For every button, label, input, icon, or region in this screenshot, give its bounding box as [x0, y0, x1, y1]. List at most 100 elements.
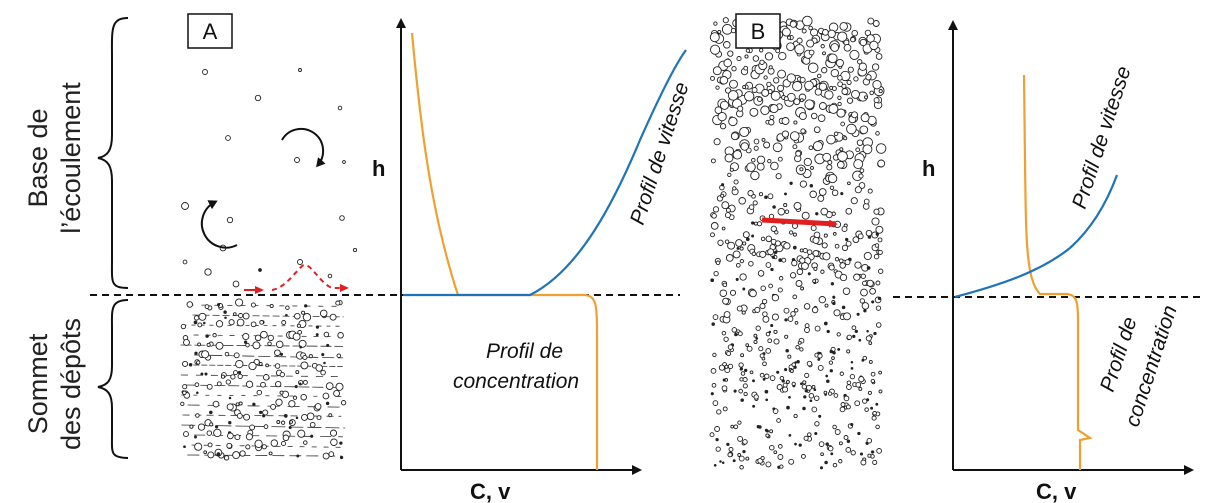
granular-grain — [806, 249, 813, 255]
deposit-grain — [281, 320, 287, 325]
granular-grain — [784, 192, 787, 196]
granular-grain — [715, 85, 720, 90]
granular-grain — [770, 225, 777, 232]
granular-grain — [799, 248, 804, 253]
granular-grain — [870, 450, 875, 454]
granular-grain — [792, 245, 797, 250]
granular-grain — [721, 385, 728, 392]
granular-grain — [808, 393, 815, 399]
granular-grain — [866, 437, 873, 444]
granular-grain — [877, 237, 883, 243]
granular-grain — [875, 424, 880, 430]
granular-grain — [858, 62, 867, 71]
granular-grain — [739, 465, 744, 470]
granular-grain — [785, 380, 790, 384]
suspended-grain — [337, 105, 343, 111]
deposit-grain — [203, 321, 206, 325]
granular-grain — [852, 236, 860, 244]
granular-grain — [784, 209, 790, 214]
granular-grain — [872, 80, 882, 90]
granular-grain — [730, 132, 739, 141]
granular-grain — [740, 398, 744, 402]
granular-grain — [878, 389, 883, 394]
granular-grain — [827, 159, 833, 165]
granular-grain — [823, 390, 828, 395]
lamination-line — [180, 344, 344, 347]
deposit-grain — [196, 391, 199, 395]
granular-grain — [721, 23, 733, 35]
flow-direction-arrow — [761, 217, 838, 228]
granular-grain — [737, 331, 743, 337]
granular-grain — [832, 462, 838, 468]
granular-grain — [800, 453, 806, 459]
granular-grain — [817, 351, 821, 355]
granular-grain — [850, 422, 854, 427]
granular-grain — [799, 180, 808, 188]
granular-grain — [866, 266, 871, 270]
granular-grain — [718, 364, 725, 371]
granular-grain — [789, 272, 797, 279]
granular-grain — [833, 393, 839, 398]
granular-grain — [753, 145, 759, 151]
deposit-grain — [279, 390, 284, 395]
granular-grain — [803, 303, 811, 310]
deposit-grain — [328, 413, 333, 418]
deposit-grain — [186, 301, 194, 308]
granular-grain — [796, 359, 800, 364]
granular-grain — [727, 452, 733, 458]
granular-grain — [793, 201, 802, 210]
suspended-grain — [202, 69, 208, 75]
granular-grain — [745, 237, 750, 242]
granular-grain — [811, 306, 819, 314]
deposit-grain — [260, 381, 266, 388]
granular-grain — [791, 362, 796, 367]
granular-grain — [837, 75, 843, 81]
granular-grain — [739, 246, 744, 251]
granular-grain — [839, 371, 844, 376]
granular-grain — [709, 32, 720, 43]
deposit-grain — [252, 341, 261, 350]
granular-grain — [855, 147, 861, 153]
granular-grain — [858, 182, 866, 189]
granular-grain — [808, 145, 814, 151]
granular-grain — [774, 240, 781, 247]
chart-a-concentration-label-line2: concentration — [453, 370, 579, 393]
deposit-grain — [194, 382, 200, 388]
deposit-grain — [250, 302, 256, 308]
granular-grain — [750, 170, 760, 181]
granular-grain — [875, 232, 879, 236]
granular-grain — [810, 112, 818, 120]
granular-grain — [761, 88, 770, 97]
granular-grain — [751, 234, 755, 238]
deposit-grain — [182, 390, 187, 396]
deposit-grain — [224, 351, 230, 357]
deposit-grain — [239, 450, 246, 457]
deposit-grain — [234, 434, 241, 441]
granular-grain — [812, 236, 820, 244]
granular-grain — [722, 17, 729, 24]
granular-grain — [737, 453, 742, 457]
deposit-grain — [232, 451, 241, 460]
granular-grain — [866, 398, 870, 402]
granular-grain — [801, 211, 810, 220]
granular-grain — [739, 126, 750, 138]
deposit-grain — [270, 439, 279, 447]
granular-grain — [796, 268, 804, 276]
granular-grain — [767, 193, 774, 200]
lamination-line — [180, 374, 346, 378]
granular-grain — [739, 273, 747, 281]
granular-grain — [847, 181, 851, 186]
deposit-grain — [319, 309, 328, 318]
granular-grain — [791, 381, 796, 387]
granular-grain — [769, 104, 779, 114]
granular-grain — [818, 441, 825, 447]
granular-grain — [742, 85, 747, 90]
granular-grain — [868, 341, 873, 345]
granular-grain — [855, 381, 862, 388]
deposit-grain — [295, 370, 300, 375]
granular-grain — [798, 112, 807, 121]
granular-grain — [862, 355, 868, 361]
granular-grain — [830, 68, 839, 78]
granular-grain — [807, 432, 812, 437]
granular-grain — [771, 255, 775, 259]
